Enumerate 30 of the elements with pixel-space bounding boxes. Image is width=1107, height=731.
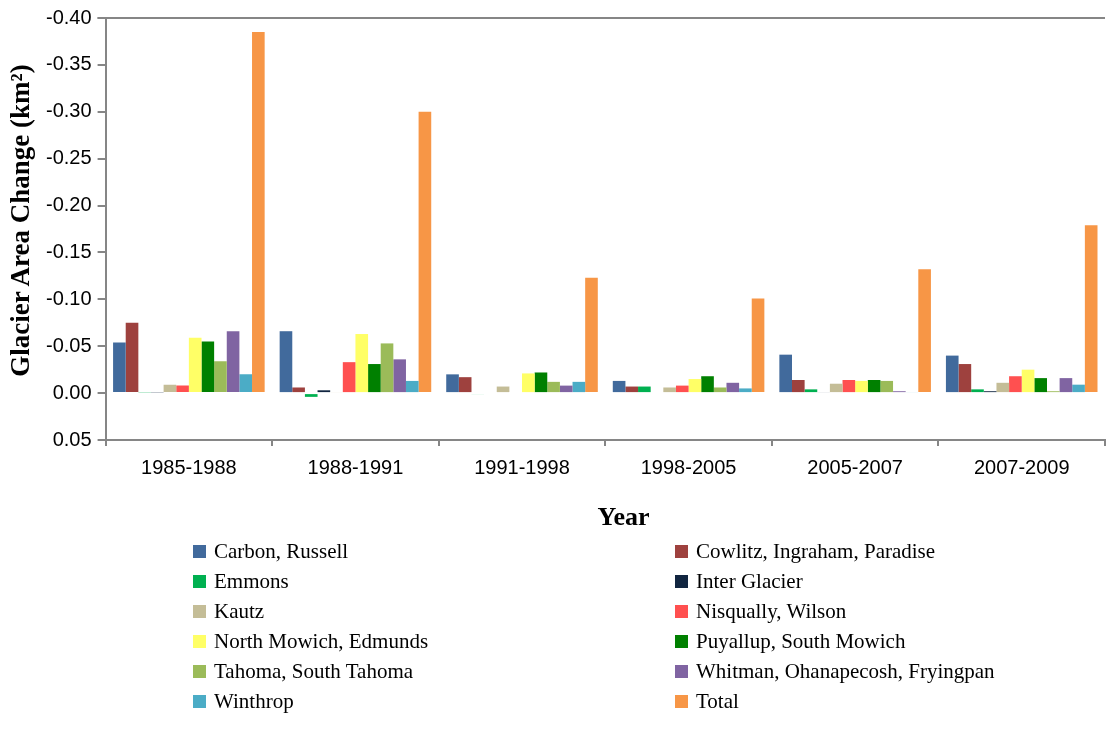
y-tick-label: 0.05 <box>52 427 92 450</box>
y-tick-label: -0.15 <box>45 239 92 262</box>
legend-label: Total <box>696 689 739 714</box>
x-tick-label: 1991-1998 <box>474 455 570 478</box>
legend-label: Whitman, Ohanapecosh, Fryingpan <box>696 659 995 684</box>
legend-label: Inter Glacier <box>696 569 803 594</box>
x-tick-label: 1998-2005 <box>640 455 737 478</box>
legend-label: Emmons <box>214 569 289 594</box>
legend-label: Tahoma, South Tahoma <box>214 659 414 684</box>
y-tick-label: -0.20 <box>45 193 92 216</box>
legend-label: Winthrop <box>214 689 294 714</box>
x-tick-label: 2007-2009 <box>973 455 1070 478</box>
legend-label: Nisqually, Wilson <box>696 599 847 624</box>
y-tick-label: -0.40 <box>45 5 92 28</box>
legend-label: North Mowich, Edmunds <box>214 629 429 654</box>
y-tick-label: -0.10 <box>45 286 92 309</box>
x-axis-title: Year <box>596 502 651 532</box>
legend-label: Kautz <box>214 599 265 624</box>
y-tick-label: -0.30 <box>45 99 92 122</box>
x-tick-label: 1988-1991 <box>307 455 404 478</box>
y-tick-label: 0.00 <box>52 380 92 403</box>
y-tick-label: -0.05 <box>45 333 92 356</box>
legend-label: Carbon, Russell <box>214 539 349 564</box>
x-tick-label: 1985-1988 <box>141 455 237 478</box>
y-tick-label: -0.25 <box>45 146 92 169</box>
legend-label: Puyallup, South Mowich <box>696 629 906 654</box>
legend-label: Cowlitz, Ingraham, Paradise <box>696 539 936 564</box>
y-tick-label: -0.35 <box>45 52 92 75</box>
x-tick-label: 2005-2007 <box>807 455 903 478</box>
y-axis-title: Glacier Area Change (km²) <box>4 63 36 377</box>
